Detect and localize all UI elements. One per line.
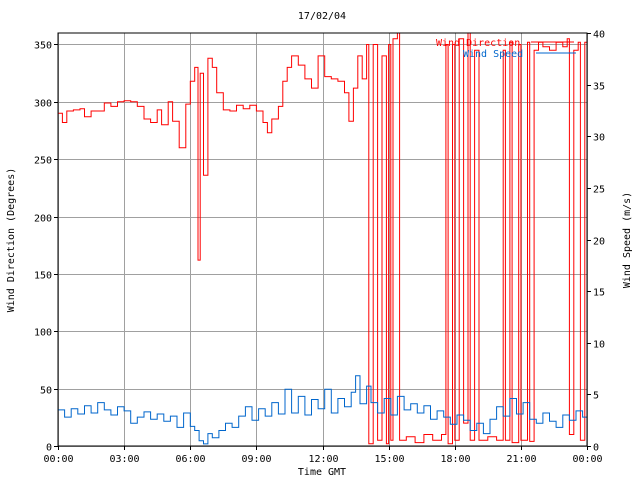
y-right-tick-label: 20 <box>593 237 605 248</box>
y-left-tick-label: 250 <box>34 156 52 167</box>
legend: Wind Direction Wind Speed <box>436 38 576 60</box>
y-right-tick-label: 35 <box>593 82 605 93</box>
x-axis-label: Time GMT <box>298 467 346 478</box>
y-left-tick-label: 350 <box>34 41 52 52</box>
y-right-tick-label: 5 <box>593 391 599 402</box>
x-tick-label: 09:00 <box>241 454 271 465</box>
gridlines <box>58 33 588 447</box>
y-right-tick-label: 40 <box>593 30 605 41</box>
chart-title: 17/02/04 <box>298 11 346 22</box>
x-tick-label: 03:00 <box>109 454 139 465</box>
x-tick-label: 15:00 <box>374 454 404 465</box>
legend-label-wind-direction: Wind Direction <box>436 38 520 49</box>
y-right-tick-label: 0 <box>593 443 599 454</box>
y-left-tick-label: 300 <box>34 99 52 110</box>
y-right-tick-label: 15 <box>593 288 605 299</box>
y-left-tick-label: 0 <box>46 443 52 454</box>
x-tick-label: 06:00 <box>175 454 205 465</box>
series-line-wind-direction <box>58 32 588 445</box>
x-tick-label: 00:00 <box>43 454 73 465</box>
y-right-tick-label: 10 <box>593 340 605 351</box>
y-left-tick-label: 150 <box>34 271 52 282</box>
series-layer <box>58 32 588 445</box>
y-right-tick-label: 30 <box>593 133 605 144</box>
y-right-tick-label: 25 <box>593 185 605 196</box>
x-tick-label: 00:00 <box>572 454 602 465</box>
y-axis-left-label: Wind Direction (Degrees) <box>6 168 17 313</box>
y-left-tick-label: 100 <box>34 328 52 339</box>
legend-label-wind-speed: Wind Speed <box>463 49 523 60</box>
x-tick-label: 21:00 <box>506 454 536 465</box>
series-line-wind-speed <box>58 375 588 445</box>
y-left-tick-label: 50 <box>40 386 52 397</box>
plot-frame <box>57 32 588 447</box>
axis-ticks: 00:00 03:00 06:00 09:00 12:00 15:00 18:00 21:00… <box>34 30 605 466</box>
x-tick-label: 12:00 <box>308 454 338 465</box>
x-tick-label: 18:00 <box>440 454 470 465</box>
y-left-tick-label: 200 <box>34 214 52 225</box>
y-axis-right-label: Wind Speed (m/s) <box>622 192 633 288</box>
